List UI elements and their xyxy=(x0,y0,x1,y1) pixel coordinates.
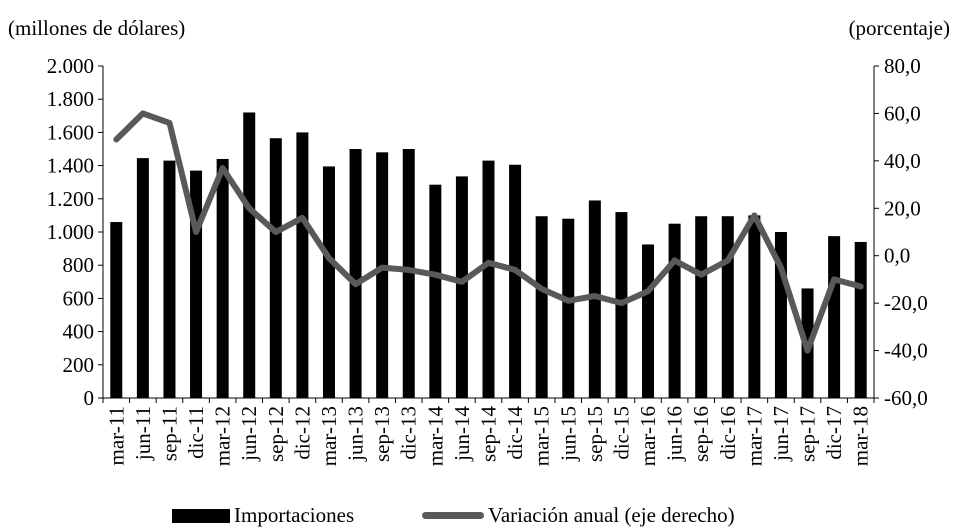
bar xyxy=(854,241,867,398)
legend-swatch-line xyxy=(422,512,484,519)
bar xyxy=(243,112,256,398)
right-tick-label: -60,0 xyxy=(884,386,928,410)
x-tick-label: mar-17 xyxy=(742,406,766,466)
x-tick-label: dic-13 xyxy=(397,406,421,460)
x-tick-label: mar-13 xyxy=(317,406,341,466)
x-tick-label: mar-14 xyxy=(423,406,447,467)
bar xyxy=(349,149,362,398)
bar xyxy=(322,166,335,398)
left-tick-label: 1.600 xyxy=(47,120,94,144)
x-tick-label: dic-16 xyxy=(716,406,740,460)
x-tick-label: dic-17 xyxy=(822,406,846,460)
x-tick-label: sep-16 xyxy=(689,406,713,462)
bar-series xyxy=(110,112,867,398)
left-tick-label: 800 xyxy=(63,253,95,277)
x-tick-label: mar-16 xyxy=(636,406,660,466)
bar xyxy=(136,158,149,398)
x-tick-label: mar-11 xyxy=(104,406,128,465)
x-tick-label: sep-14 xyxy=(477,406,501,462)
left-axis-unit-label: (millones de dólares) xyxy=(8,16,186,40)
x-tick-label: dic-12 xyxy=(290,406,314,460)
x-tick-label: sep-11 xyxy=(158,406,182,461)
x-tick-label: sep-13 xyxy=(370,406,394,462)
x-tick-label: jun-13 xyxy=(344,406,368,462)
bar xyxy=(402,149,415,398)
right-tick-label: 20,0 xyxy=(884,196,921,220)
x-tick-label: dic-14 xyxy=(503,406,527,460)
x-tick-label: jun-11 xyxy=(131,406,155,461)
bar xyxy=(216,158,229,398)
bar xyxy=(695,216,708,398)
x-tick-label: jun-15 xyxy=(556,406,580,462)
right-tick-label: -40,0 xyxy=(884,339,928,363)
bar xyxy=(376,152,389,398)
x-tick-label: jun-16 xyxy=(663,406,687,462)
left-tick-label: 400 xyxy=(63,320,95,344)
left-tick-label: 1.200 xyxy=(47,187,94,211)
left-tick-label: 600 xyxy=(63,286,95,310)
right-tick-label: -20,0 xyxy=(884,291,928,315)
right-tick-label: 60,0 xyxy=(884,101,921,125)
bar xyxy=(668,223,681,398)
x-tick-label: mar-12 xyxy=(211,406,235,466)
left-tick-label: 1.000 xyxy=(47,220,94,244)
bar xyxy=(296,132,309,398)
right-axis-unit-label: (porcentaje) xyxy=(848,16,950,40)
left-tick-label: 0 xyxy=(84,386,95,410)
bar xyxy=(562,218,575,398)
x-tick-label: mar-15 xyxy=(530,406,554,466)
x-tick-label: sep-15 xyxy=(583,406,607,462)
x-tick-label: sep-12 xyxy=(264,406,288,462)
bar xyxy=(748,215,761,398)
right-tick-label: 80,0 xyxy=(884,54,921,78)
legend-label-imports: Importaciones xyxy=(234,503,355,527)
bar xyxy=(163,160,176,398)
left-tick-label: 1.400 xyxy=(47,154,94,178)
annual-change-line xyxy=(113,110,864,354)
right-tick-label: 40,0 xyxy=(884,149,921,173)
legend-item-annual-change: Variación anual (eje derecho) xyxy=(422,503,735,528)
x-tick-label: sep-17 xyxy=(796,406,820,462)
bar xyxy=(588,200,601,398)
bar xyxy=(828,236,841,398)
legend-item-imports: Importaciones xyxy=(172,503,354,528)
bar xyxy=(269,138,282,398)
legend-label-annual-change: Variación anual (eje derecho) xyxy=(488,503,735,527)
left-tick-label: 200 xyxy=(63,353,95,377)
x-tick-label: jun-12 xyxy=(237,406,261,462)
imports-chart: 0 200 400 600 800 1.000 1.200 1.400 1.600 1.800 2.… xyxy=(47,54,928,466)
x-tick-label: mar-18 xyxy=(849,406,873,466)
line-series xyxy=(113,110,864,354)
bar xyxy=(535,216,548,398)
bar xyxy=(509,164,522,398)
bar xyxy=(721,216,734,398)
bar xyxy=(482,160,495,398)
bar xyxy=(642,244,655,398)
x-tick-label: jun-14 xyxy=(450,406,474,462)
bar xyxy=(429,184,442,398)
x-tick-label: jun-17 xyxy=(769,406,793,462)
x-tick-label: dic-15 xyxy=(609,406,633,460)
tick-labels: 0 200 400 600 800 1.000 1.200 1.400 1.600 1.800 2.… xyxy=(47,54,928,466)
legend-swatch-bar xyxy=(172,508,230,523)
left-tick-label: 2.000 xyxy=(47,54,94,78)
bar xyxy=(110,222,123,398)
bar xyxy=(455,176,468,398)
left-tick-label: 1.800 xyxy=(47,87,94,111)
right-tick-label: 0,0 xyxy=(884,244,910,268)
x-tick-label: dic-11 xyxy=(184,406,208,459)
